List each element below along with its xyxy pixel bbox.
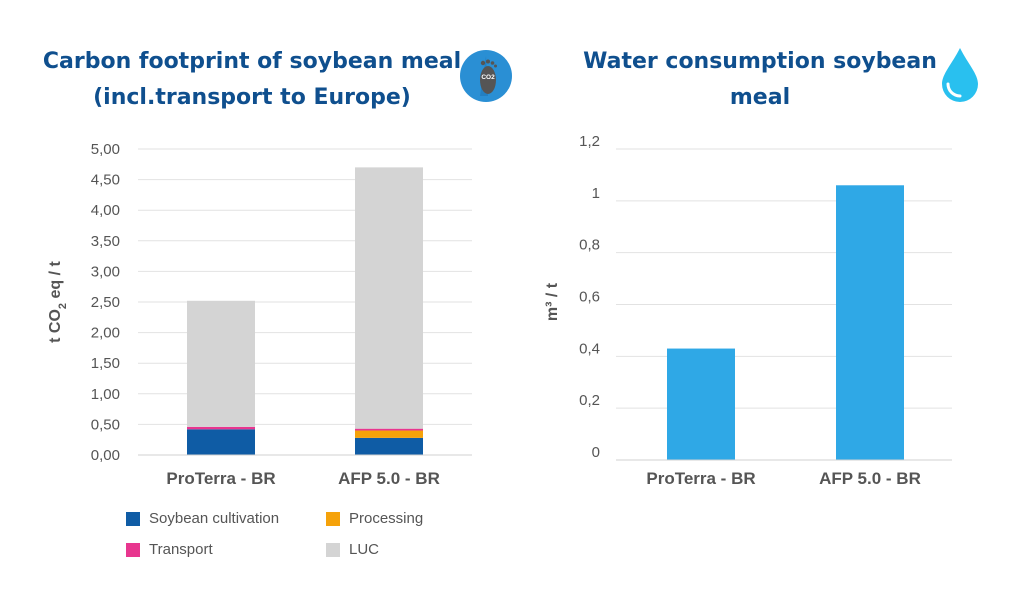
y-axis-label: t CO2 eq / t [47,260,69,342]
y-tick-label: 0,8 [579,237,600,254]
y-tick-label: 1,50 [91,355,120,372]
carbon-title-line2: (incl.transport to Europe) [93,85,411,110]
y-tick-label: 1,00 [91,386,120,403]
y-tick-label: 2,50 [91,294,120,311]
y-tick-label: 0,4 [579,340,600,357]
y-tick-label: 4,50 [91,172,120,189]
y-tick-label: 0,50 [91,416,120,433]
bar-segment-transport [187,426,255,430]
legend-swatch-soybean-cultivation [126,511,140,526]
y-tick-label: 5,00 [91,141,120,158]
water-consumption-panel: Water consumption soybean meal 0 0,2 0,4 0,… [520,0,1024,606]
bar-afp-5-0-br [836,185,904,461]
x-tick-label: AFP 5.0 - BR [338,469,440,488]
legend-item-luc: LUC [326,541,379,558]
water-title-line1: Water consumption soybean [583,49,937,74]
bar-segment-soybean-cultivation [355,437,423,455]
bar-segment-luc [187,300,255,427]
y-tick-label: 1,2 [579,133,600,150]
water-drop-icon [938,46,982,111]
y-tick-label: 4,00 [91,202,120,219]
legend-item-transport: Transport [126,541,213,558]
bar-segment-transport [355,428,423,431]
legend-label-soybean-cultivation: Soybean cultivation [149,510,280,527]
y-tick-label: 0 [592,444,600,461]
x-tick-label: ProTerra - BR [166,469,275,488]
water-chart-title: Water consumption soybean meal [560,44,960,116]
carbon-title-line1: Carbon footprint of soybean meal [42,49,462,74]
carbon-footprint-chart: 0,00 0,50 1,00 1,50 2,00 2,50 3,00 3,50 4,00 4,50… [47,141,472,488]
x-tick-label: ProTerra - BR [646,469,755,488]
y-tick-label: 1 [592,185,600,202]
y-tick-label: 3,00 [91,263,120,280]
carbon-chart-legend: Soybean cultivation Processing Transport… [126,506,466,566]
bar-segment-soybean-cultivation [187,429,255,455]
y-tick-label: 0,6 [579,289,600,306]
y-axis-label: m³ / t [544,282,561,321]
legend-label-luc: LUC [349,541,380,558]
y-tick-label: 2,00 [91,325,120,342]
bar-segment-processing [355,430,423,438]
legend-label-transport: Transport [149,541,213,558]
co2-footprint-icon: CO2 [458,48,514,109]
bar-proterra-br [667,348,735,460]
legend-swatch-luc [326,542,340,557]
legend-item-processing: Processing [326,510,423,527]
water-consumption-chart: 0 0,2 0,4 0,6 0,8 1 1,2 ProTerra - BR AFP 5.0 - … [544,133,952,488]
carbon-chart-title: Carbon footprint of soybean meal (incl.t… [22,44,482,116]
x-tick-label: AFP 5.0 - BR [819,469,921,488]
water-title-line2: meal [729,85,791,110]
y-tick-label: 3,50 [91,233,120,250]
legend-swatch-processing [326,511,340,526]
legend-label-processing: Processing [349,510,424,527]
y-tick-label: 0,2 [579,392,600,409]
legend-swatch-transport [126,542,140,557]
co2-icon-text: CO2 [481,74,495,81]
legend-item-soybean-cultivation: Soybean cultivation [126,510,279,527]
bar-segment-luc [355,167,423,429]
y-tick-label: 0,00 [91,447,120,464]
carbon-footprint-panel: Carbon footprint of soybean meal (incl.t… [22,44,514,566]
